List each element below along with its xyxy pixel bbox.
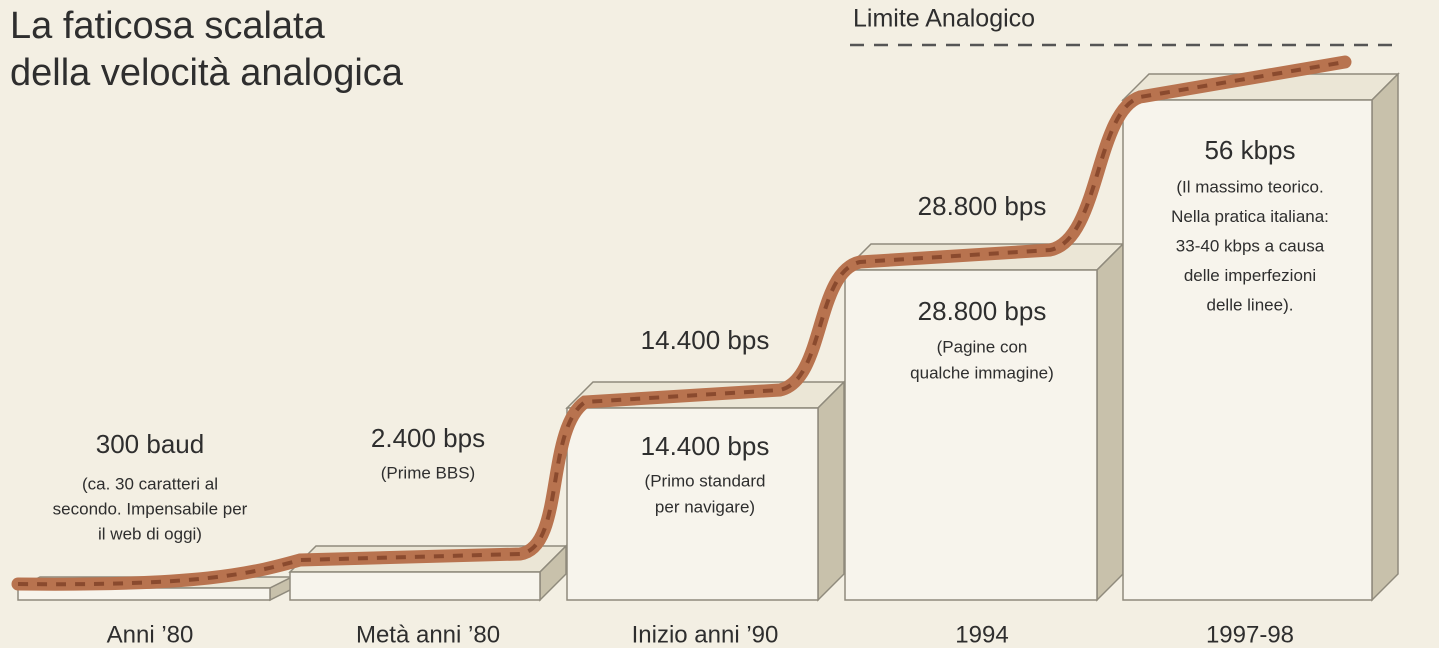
description-line: (ca. 30 caratteri al — [82, 474, 218, 493]
description-line: delle linee). — [1207, 295, 1294, 314]
description-line: il web di oggi) — [98, 524, 202, 543]
speed-label: 14.400 bps — [641, 325, 770, 355]
block-front — [1123, 100, 1372, 600]
description-line: (Pagine con — [937, 337, 1028, 356]
description-line: delle imperfezioni — [1184, 266, 1316, 285]
block-side — [818, 382, 844, 600]
title-line: La faticosa scalata — [10, 5, 326, 47]
infographic: La faticosa scalata della velocità analo… — [0, 0, 1439, 648]
title-line: della velocità analogica — [10, 52, 404, 94]
description-line: qualche immagine) — [910, 363, 1054, 382]
description-line: (Primo standard — [645, 471, 766, 490]
speed-label: 28.800 bps — [918, 296, 1047, 326]
block-side — [1097, 244, 1123, 600]
speed-label: 28.800 bps — [918, 191, 1047, 221]
block-front — [290, 572, 540, 600]
description-line: (Il massimo teorico. — [1176, 177, 1323, 196]
era-label: 1997-98 — [1206, 621, 1294, 648]
limit-label: Limite Analogico — [853, 5, 1035, 33]
description-line: 33-40 kbps a causa — [1176, 236, 1325, 255]
speed-label: 300 baud — [96, 429, 204, 459]
speed-label: 56 kbps — [1204, 135, 1295, 165]
description-line: per navigare) — [655, 497, 755, 516]
era-label: Inizio anni ’90 — [632, 621, 779, 648]
description-line: (Prime BBS) — [381, 463, 475, 482]
block-side — [1372, 74, 1398, 600]
era-label: Metà anni ’80 — [356, 621, 500, 648]
description-line: Nella pratica italiana: — [1171, 207, 1329, 226]
era-label: 1994 — [955, 621, 1008, 648]
speed-label: 2.400 bps — [371, 423, 485, 453]
speed-label: 14.400 bps — [641, 431, 770, 461]
description-line: secondo. Impensabile per — [53, 499, 248, 518]
era-label: Anni ’80 — [107, 621, 194, 648]
